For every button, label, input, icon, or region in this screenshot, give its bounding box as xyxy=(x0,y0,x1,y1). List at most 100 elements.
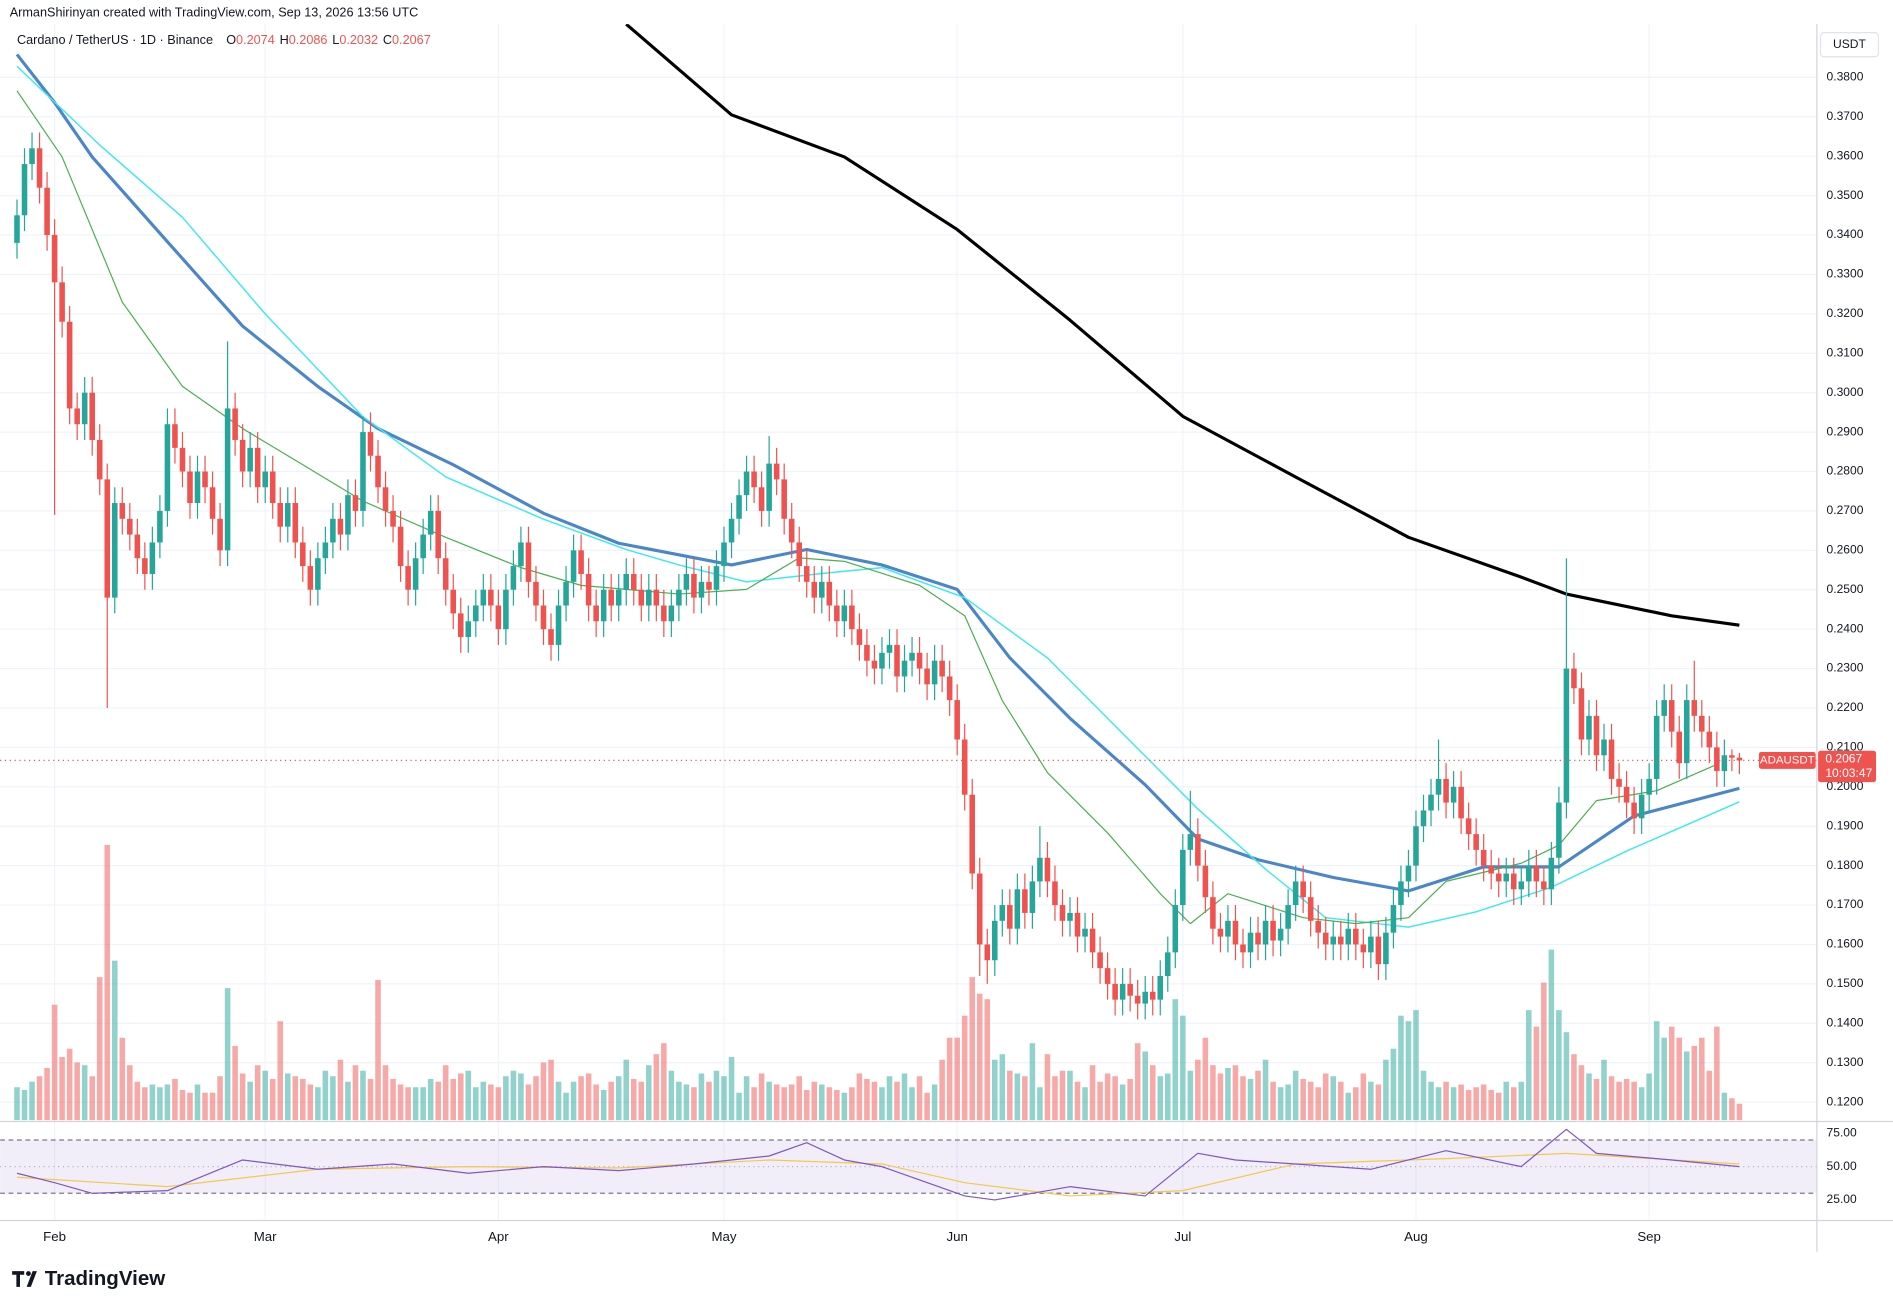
x-tick-label: Jul xyxy=(1174,1229,1191,1244)
volume-bar xyxy=(1488,1089,1494,1121)
volume-bar xyxy=(1699,1037,1705,1121)
ohlc-value: 0.2067 xyxy=(392,33,431,47)
currency-box[interactable] xyxy=(1819,31,1880,58)
candle-body xyxy=(330,518,336,543)
candle-body xyxy=(1691,700,1698,716)
volume-bar xyxy=(1383,1059,1389,1121)
volume-bar xyxy=(1292,1070,1299,1121)
candle-body xyxy=(1465,818,1472,835)
candle-body xyxy=(819,581,825,598)
volume-bar xyxy=(96,977,103,1121)
volume-bar xyxy=(1473,1087,1479,1121)
volume-bar xyxy=(330,1076,336,1121)
volume-bar xyxy=(1337,1081,1344,1121)
candle-body xyxy=(1315,920,1321,933)
volume-bar xyxy=(1420,1070,1427,1121)
candle-body xyxy=(1729,755,1735,758)
candle-body xyxy=(1383,932,1389,965)
candle-body xyxy=(1262,920,1269,945)
volume-bar xyxy=(1729,1098,1735,1121)
axes: 0.1200 0.1300 0.1400 0.1500 0.1600 0.1700 0.18… xyxy=(0,70,1877,1244)
volume-bar xyxy=(608,1081,614,1121)
candle-body xyxy=(284,503,291,527)
volume-bar xyxy=(879,1087,885,1121)
candle-body xyxy=(1360,944,1367,953)
volume-bar xyxy=(127,1065,133,1121)
volume-bar xyxy=(1307,1081,1314,1121)
candle-body xyxy=(1067,912,1073,921)
volume-bar xyxy=(1345,1092,1352,1121)
x-tick-label: Mar xyxy=(254,1229,277,1244)
volume-bar xyxy=(1714,1026,1720,1121)
volume-bar xyxy=(961,1015,968,1121)
volume-bar xyxy=(224,988,231,1121)
candle-body xyxy=(901,660,908,677)
candle-body xyxy=(187,471,193,504)
candle-body xyxy=(623,573,630,590)
candle-body xyxy=(1082,928,1088,937)
volume-bar xyxy=(1503,1081,1510,1121)
y-tick-label: 0.3300 xyxy=(1827,267,1864,281)
candle-body xyxy=(826,581,833,606)
volume-bar xyxy=(292,1076,299,1121)
candle-body xyxy=(1721,755,1728,772)
volume-bar xyxy=(1285,1084,1291,1121)
candle-body xyxy=(74,408,80,425)
volume-bar xyxy=(1578,1065,1585,1121)
rsi-tick-label: 50.00 xyxy=(1827,1159,1857,1173)
candle-body xyxy=(886,644,893,653)
candle-body xyxy=(1029,881,1036,913)
volume-bar xyxy=(360,1070,366,1121)
y-tick-label: 0.3000 xyxy=(1827,385,1864,399)
volume-bar xyxy=(488,1084,494,1121)
volume-bar xyxy=(615,1076,622,1121)
candle-body xyxy=(1330,936,1337,945)
volume-bar xyxy=(1104,1073,1111,1121)
volume-bar xyxy=(382,1065,389,1121)
candle-body xyxy=(992,920,998,961)
candle-body xyxy=(442,558,449,590)
candle-body xyxy=(382,487,389,511)
volume-bar xyxy=(548,1059,554,1121)
candle-body xyxy=(1127,983,1133,996)
candle-body xyxy=(1510,873,1517,890)
volume-bar xyxy=(217,1076,223,1121)
volume-bar xyxy=(1097,1081,1103,1121)
volume-bar xyxy=(1653,1021,1660,1121)
volume-bar xyxy=(1443,1081,1449,1121)
volume-bar xyxy=(1315,1087,1321,1121)
volume-bar xyxy=(1586,1073,1592,1121)
volume-bar xyxy=(1465,1089,1472,1121)
candle-body xyxy=(811,581,818,598)
candle-body xyxy=(1037,857,1043,882)
volume-bar xyxy=(435,1081,441,1121)
candle-body xyxy=(924,668,930,685)
candle-body xyxy=(36,148,43,188)
candle-body xyxy=(781,479,787,519)
volume-bar xyxy=(405,1087,411,1121)
y-tick-label: 0.1800 xyxy=(1827,858,1864,872)
rsi-line xyxy=(16,1128,1740,1201)
candle-body xyxy=(1285,905,1291,929)
candle-body xyxy=(1270,920,1276,941)
x-tick-label: Feb xyxy=(43,1229,66,1244)
candle-body xyxy=(307,566,314,590)
volume-bar xyxy=(1127,1078,1133,1121)
volume-bar xyxy=(683,1084,690,1121)
volume-bar xyxy=(1691,1045,1698,1121)
volume-bar xyxy=(1616,1081,1622,1121)
candle-body xyxy=(661,605,667,622)
candle-body xyxy=(405,566,411,590)
volume-bar xyxy=(81,1065,88,1121)
volume-bar xyxy=(209,1092,216,1121)
volume-bar xyxy=(1247,1078,1254,1121)
candle-body xyxy=(1631,802,1637,819)
volume-bar xyxy=(1277,1087,1284,1121)
volume-bar xyxy=(1353,1087,1359,1121)
candle-body xyxy=(1586,715,1592,740)
candle-body xyxy=(706,581,712,590)
price-tag-label: 0.2067 xyxy=(1825,751,1862,765)
ohlc-key: O xyxy=(226,33,236,47)
volume-bar xyxy=(909,1087,915,1121)
volume-bar xyxy=(969,977,975,1121)
